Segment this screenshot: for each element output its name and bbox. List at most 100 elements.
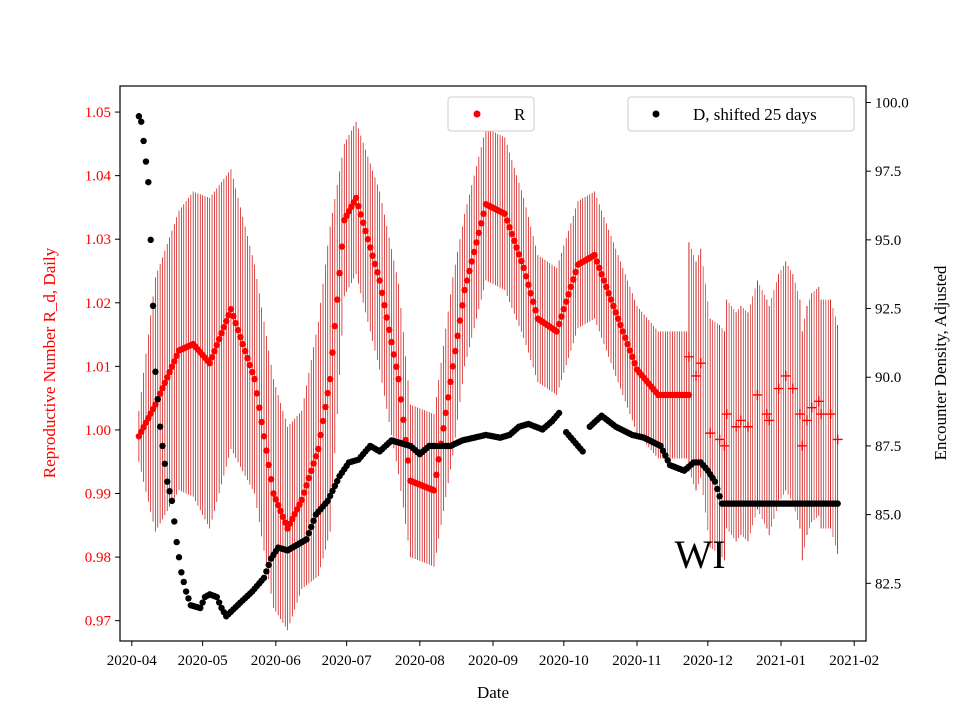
r-point: [404, 457, 412, 464]
r-point: [374, 269, 381, 276]
d-point: [308, 523, 315, 531]
r-point: [362, 227, 369, 235]
r-point: [232, 319, 239, 327]
r-projected-point: [816, 409, 827, 420]
r-point: [475, 229, 483, 237]
d-point: [260, 574, 268, 582]
r-point: [433, 471, 440, 479]
r-projected-point: [764, 415, 775, 426]
r-point: [612, 309, 619, 316]
r-point: [244, 354, 251, 362]
r-point: [506, 224, 513, 231]
r-point: [256, 404, 263, 411]
d-point: [164, 478, 171, 485]
r-point: [338, 243, 346, 250]
x-tick-label: 2020-10: [539, 653, 589, 669]
d-point: [154, 396, 161, 403]
d-point: [716, 493, 723, 500]
r-point: [461, 286, 468, 294]
r-projected-point: [714, 434, 725, 445]
r-point: [213, 341, 220, 349]
d-point: [331, 482, 339, 490]
r-point: [614, 315, 622, 322]
y-left-tick-label: 1.05: [85, 105, 111, 121]
r-point: [444, 394, 452, 401]
r-point: [260, 433, 268, 440]
r-projected-point: [773, 383, 784, 394]
d-point: [178, 569, 185, 576]
r-point: [532, 307, 539, 314]
legend-r: R: [447, 96, 535, 132]
r-point: [211, 347, 218, 355]
r-point: [397, 396, 405, 403]
r-projected-point: [735, 415, 746, 426]
r-point: [156, 390, 164, 397]
r-point: [208, 353, 216, 361]
r-point: [159, 385, 166, 392]
legend-d: D, shifted 25 days: [627, 96, 855, 132]
r-point: [371, 260, 379, 268]
d-point: [180, 578, 187, 586]
d-point: [215, 599, 223, 606]
d-point: [265, 561, 272, 569]
d-point: [142, 158, 150, 165]
r-point: [246, 361, 254, 369]
d-point: [171, 518, 178, 525]
r-point: [293, 506, 301, 513]
r-point: [466, 267, 473, 275]
r-point: [619, 328, 627, 335]
r-projected-point: [797, 440, 808, 451]
r-point: [263, 447, 270, 454]
r-point: [598, 270, 605, 278]
r-point: [267, 476, 275, 483]
r-point: [468, 258, 475, 265]
r-point: [522, 273, 530, 280]
r-point: [298, 496, 305, 504]
r-point: [553, 328, 560, 335]
r-point: [284, 525, 291, 532]
y-left-tick-label: 0.98: [85, 550, 111, 566]
r-point: [560, 305, 568, 313]
legend-r-box: [447, 96, 535, 132]
d-point: [310, 517, 317, 524]
r-projected-point: [787, 383, 798, 394]
d-point: [714, 485, 721, 493]
x-tick-label: 2020-04: [107, 653, 157, 669]
r-point: [326, 375, 334, 383]
r-projected-point: [742, 421, 753, 432]
d-point: [324, 497, 331, 505]
r-projected-point: [752, 389, 763, 400]
y-right-tick-label: 90.0: [875, 370, 901, 386]
r-point: [393, 363, 400, 370]
y-left-tick-label: 0.97: [85, 614, 112, 630]
r-point: [357, 211, 364, 218]
r-point: [237, 333, 244, 341]
d-point: [659, 447, 667, 454]
r-point: [322, 403, 329, 411]
r-point: [239, 340, 246, 348]
d-point: [326, 492, 334, 500]
d-point: [166, 488, 173, 495]
d-point: [333, 477, 341, 485]
r-point: [610, 302, 617, 310]
legend-d-label: D, shifted 25 days: [693, 105, 817, 124]
y-left-tick-label: 1.01: [85, 359, 111, 375]
r-point: [527, 290, 534, 297]
r-point: [230, 312, 237, 320]
y-right-axis-label: Encounter Density, Adjusted: [931, 265, 950, 460]
d-point: [152, 368, 159, 375]
r-projected-point: [825, 409, 836, 420]
r-point: [400, 416, 407, 423]
r-point: [600, 277, 608, 284]
r-projected-point: [794, 409, 805, 420]
r-point: [603, 283, 610, 291]
r-point: [449, 363, 457, 370]
d-point: [664, 457, 671, 464]
r-projected-point: [683, 351, 694, 362]
x-tick-label: 2020-08: [395, 653, 445, 669]
r-point: [565, 291, 572, 298]
r-point: [385, 326, 393, 334]
y-right-tick-label: 97.5: [875, 164, 901, 180]
d-point: [555, 409, 563, 417]
r-point: [518, 257, 525, 265]
